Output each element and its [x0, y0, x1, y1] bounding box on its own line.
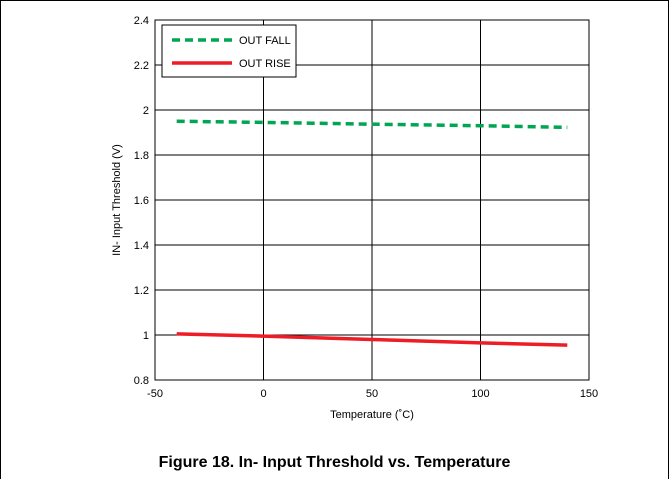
y-axis-label: IN- Input Threshold (V) — [111, 144, 123, 256]
legend-label: OUT FALL — [239, 35, 291, 47]
legend-box — [161, 24, 297, 78]
chart-legend: OUT FALL OUT RISE — [161, 24, 297, 78]
y-tick-label: 1.6 — [134, 195, 149, 207]
y-tick-label: 2.4 — [134, 15, 149, 27]
x-tick-label: 150 — [580, 388, 598, 400]
x-tick-label: 0 — [260, 388, 266, 400]
y-tick-label: 2 — [143, 105, 149, 117]
y-tick-labels: 0.8 1 1.2 1.4 1.6 1.8 2 2.2 2.4 — [134, 15, 149, 387]
x-axis-label: Temperature (˚C) — [330, 409, 414, 421]
y-tick-label: 1 — [143, 330, 149, 342]
x-tick-label: -50 — [147, 388, 163, 400]
y-tick-label: 1.2 — [134, 285, 149, 297]
legend-label: OUT RISE — [239, 58, 291, 70]
y-tick-label: 1.4 — [134, 240, 149, 252]
y-tick-label: 2.2 — [134, 60, 149, 72]
plot-border — [154, 19, 590, 381]
series-line-out-fall — [176, 119, 568, 130]
y-tick-label: 0.8 — [134, 375, 149, 387]
line-chart: -50 0 50 100 150 0.8 1 1.2 1.4 1.6 1.8 2 2.2 2.4 Tem… — [111, 15, 598, 421]
figure-caption: Figure 18. In- Input Threshold vs. Tempe… — [158, 454, 511, 471]
series-line-out-rise — [176, 332, 568, 347]
x-tick-label: 100 — [471, 388, 489, 400]
x-tick-label: 50 — [366, 388, 378, 400]
y-tick-label: 1.8 — [134, 150, 149, 162]
x-tick-labels: -50 0 50 100 150 — [147, 388, 598, 400]
chart-series — [176, 119, 568, 347]
